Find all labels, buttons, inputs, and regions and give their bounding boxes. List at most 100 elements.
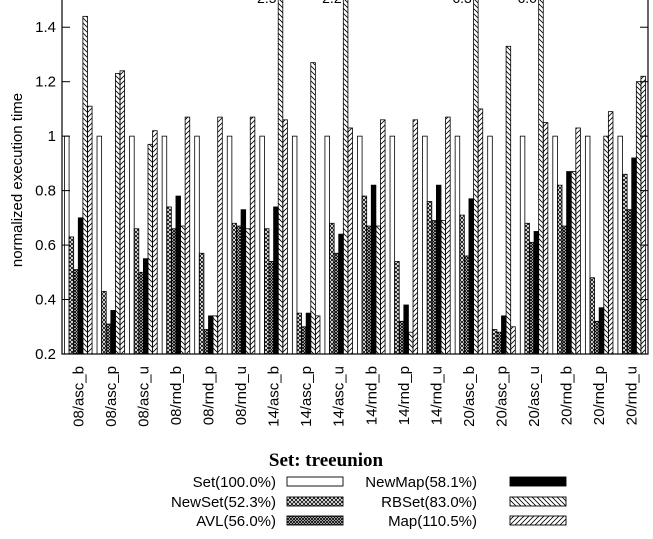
x-tick-label: 14/rnd_u — [428, 366, 445, 425]
bar-1-08-asc_u — [129, 135, 135, 354]
bar-2-08-asc_u — [133, 228, 140, 354]
y-tick-label: 1.4 — [35, 19, 56, 36]
legend-label: NewMap(58.1%) — [365, 474, 477, 491]
x-tick-label: 08/rnd_u — [233, 366, 250, 425]
bar-5-14-rnd_b — [375, 225, 381, 354]
bar-2-20-asc_u — [524, 222, 530, 354]
x-tick-label: 14/asc_b — [266, 366, 283, 427]
bar-6-14-asc_u — [347, 127, 353, 354]
bar-4-14-rnd_b — [370, 184, 377, 354]
bar-6-20-asc_u — [542, 122, 549, 354]
bar-5-08-asc_b — [82, 15, 88, 354]
x-tick-label: 08/rnd_p — [201, 366, 218, 425]
bar-4-14-asc_p — [305, 312, 312, 354]
bar-4-08-rnd_u — [240, 209, 247, 354]
bar-4-14-asc_u — [338, 233, 344, 354]
bar-2-14-asc_u — [329, 222, 335, 354]
chart-title: Set: treeunion — [269, 450, 384, 471]
x-tick-label: 08/asc_u — [135, 366, 152, 427]
x-tick-label: 20/rnd_b — [559, 366, 576, 425]
x-tick-label: 14/rnd_p — [396, 366, 413, 425]
bar-3-08-rnd_b — [170, 228, 177, 354]
bar-3-20-asc_u — [529, 241, 535, 354]
bar-1-20-asc_b — [454, 135, 461, 354]
bar-6-14-rnd_u — [445, 116, 451, 354]
bar-3-14-asc_b — [268, 261, 275, 354]
bar-6-08-asc_u — [152, 130, 158, 354]
bar-6-08-rnd_p — [217, 116, 223, 354]
legend-swatch — [509, 496, 567, 507]
bar-3-08-asc_b — [73, 269, 79, 354]
bar-4-20-rnd_p — [598, 307, 605, 354]
bar-4-08-rnd_p — [208, 315, 214, 354]
bar-6-14-rnd_p — [412, 119, 419, 354]
bar-2-20-rnd_p — [589, 277, 595, 354]
bar-6-08-rnd_u — [249, 116, 256, 354]
bar-2-08-rnd_p — [198, 252, 205, 354]
bar-1-20-rnd_p — [584, 135, 591, 354]
bar-6-08-asc_p — [119, 70, 126, 354]
bar-5-20-rnd_u — [635, 81, 642, 354]
bar-4-08-asc_p — [110, 310, 116, 354]
bar-1-14-rnd_u — [422, 135, 428, 354]
legend-swatch — [286, 496, 344, 507]
bar-5-20-rnd_p — [603, 135, 609, 354]
bar-6-20-asc_b — [477, 108, 484, 354]
bar-1-14-asc_p — [291, 135, 298, 354]
y-tick-label: 0.2 — [35, 346, 56, 363]
clipped-value-label: 2.2 — [322, 0, 342, 6]
bar-4-14-rnd_p — [403, 304, 409, 354]
clipped-value-label: 2.5 — [257, 0, 277, 6]
bar-2-14-rnd_b — [361, 195, 368, 354]
bar-3-14-rnd_b — [366, 225, 372, 354]
bar-3-20-asc_b — [463, 255, 470, 354]
bar-5-20-rnd_b — [570, 171, 577, 354]
legend-swatch — [509, 515, 567, 526]
bar-1-14-rnd_p — [389, 135, 396, 354]
bar-4-20-asc_p — [501, 315, 507, 354]
bar-1-08-rnd_u — [226, 135, 233, 354]
bar-6-14-rnd_b — [380, 119, 386, 354]
legend-swatch — [286, 476, 344, 487]
bar-5-20-asc_b — [473, 0, 479, 354]
x-tick-label: 20/rnd_p — [591, 366, 608, 425]
bar-6-20-rnd_u — [640, 75, 646, 354]
x-tick-label: 08/asc_b — [70, 366, 87, 427]
bar-3-20-rnd_u — [626, 209, 633, 354]
bar-2-20-rnd_u — [622, 173, 628, 354]
bar-3-08-rnd_u — [236, 225, 242, 354]
bar-5-14-rnd_p — [408, 331, 414, 354]
bar-2-08-rnd_u — [231, 222, 237, 354]
bar-2-20-asc_p — [491, 329, 498, 354]
bar-1-08-asc_p — [96, 135, 103, 354]
bar-3-20-asc_p — [496, 331, 502, 354]
legend-label: AVL(56.0%) — [196, 513, 276, 530]
bar-2-14-rnd_u — [426, 201, 433, 354]
bar-4-14-asc_b — [273, 206, 279, 354]
bar-2-20-rnd_b — [557, 184, 563, 354]
bar-4-20-asc_b — [468, 198, 474, 354]
bar-1-14-asc_u — [324, 135, 330, 354]
bar-2-14-asc_b — [264, 228, 270, 354]
bar-1-14-asc_b — [259, 135, 265, 354]
bar-5-14-asc_b — [277, 0, 284, 354]
y-tick-label: 1 — [48, 128, 56, 145]
y-tick-label: 0.4 — [35, 292, 56, 309]
legend: Set(100.0%) NewSet(52.3%) AVL(56.0%) NewMap… — [171, 474, 567, 530]
bar-6-08-rnd_b — [184, 116, 191, 354]
bar-3-14-rnd_u — [431, 220, 437, 354]
bar-5-14-rnd_u — [440, 220, 446, 354]
bar-1-14-rnd_b — [357, 135, 363, 354]
clipped-value-label: 6.3 — [452, 0, 472, 6]
bar-5-08-asc_u — [147, 143, 153, 354]
bar-5-14-asc_u — [342, 0, 349, 354]
bar-4-08-asc_b — [77, 217, 84, 354]
bar-3-20-rnd_b — [561, 225, 568, 354]
bar-6-08-asc_b — [87, 105, 93, 354]
x-tick-label: 08/asc_p — [103, 366, 120, 427]
x-tick-label: 20/rnd_u — [624, 366, 641, 425]
bar-1-20-asc_u — [519, 135, 526, 354]
y-axis-label: normalized execution time — [9, 93, 26, 267]
bar-5-20-asc_u — [538, 0, 544, 354]
bar-6-20-rnd_b — [575, 127, 581, 354]
